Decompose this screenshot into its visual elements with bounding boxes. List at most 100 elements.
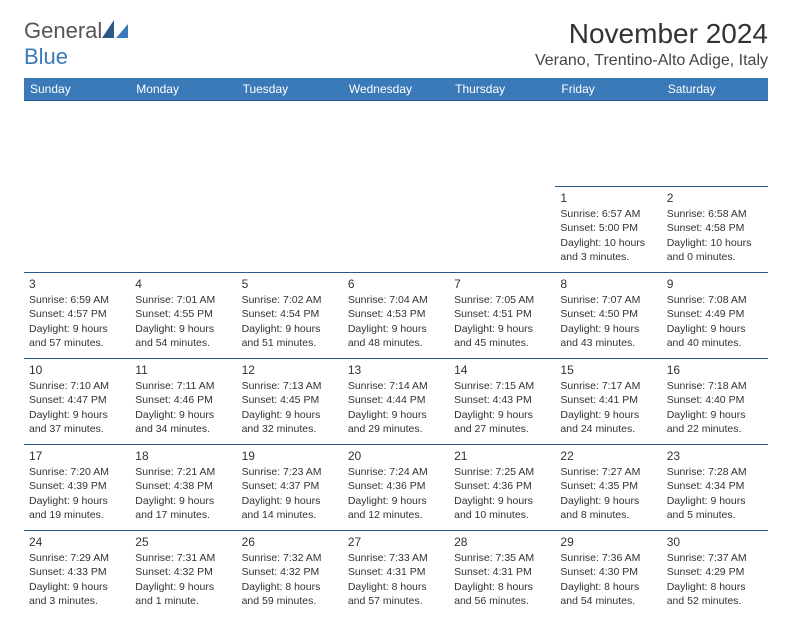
sunrise-text: Sunrise: 7:17 AM	[560, 379, 656, 393]
day-number: 15	[560, 362, 656, 378]
sunset-text: Sunset: 4:31 PM	[454, 565, 550, 579]
day-number: 11	[135, 362, 231, 378]
sunset-text: Sunset: 4:30 PM	[560, 565, 656, 579]
sunrise-text: Sunrise: 7:23 AM	[242, 465, 338, 479]
sunrise-text: Sunrise: 7:18 AM	[667, 379, 763, 393]
calendar-cell: 25Sunrise: 7:31 AMSunset: 4:32 PMDayligh…	[130, 531, 236, 617]
sunrise-text: Sunrise: 7:15 AM	[454, 379, 550, 393]
sunset-text: Sunset: 4:37 PM	[242, 479, 338, 493]
calendar-cell: 28Sunrise: 7:35 AMSunset: 4:31 PMDayligh…	[449, 531, 555, 617]
sunrise-text: Sunrise: 7:25 AM	[454, 465, 550, 479]
calendar-row: 24Sunrise: 7:29 AMSunset: 4:33 PMDayligh…	[24, 531, 768, 617]
daylight-text: Daylight: 9 hours and 57 minutes.	[29, 322, 125, 350]
sunset-text: Sunset: 4:51 PM	[454, 307, 550, 321]
sunset-text: Sunset: 4:43 PM	[454, 393, 550, 407]
daylight-text: Daylight: 9 hours and 24 minutes.	[560, 408, 656, 436]
sunrise-text: Sunrise: 7:07 AM	[560, 293, 656, 307]
day-number: 3	[29, 276, 125, 292]
calendar-cell	[24, 187, 130, 273]
sunset-text: Sunset: 5:00 PM	[560, 221, 656, 235]
daylight-text: Daylight: 9 hours and 54 minutes.	[135, 322, 231, 350]
calendar-table: Sunday Monday Tuesday Wednesday Thursday…	[24, 78, 768, 617]
daylight-text: Daylight: 9 hours and 37 minutes.	[29, 408, 125, 436]
day-number: 26	[242, 534, 338, 550]
sunrise-text: Sunrise: 7:13 AM	[242, 379, 338, 393]
sunrise-text: Sunrise: 7:29 AM	[29, 551, 125, 565]
daylight-text: Daylight: 8 hours and 52 minutes.	[667, 580, 763, 608]
brand-logo: General Blue	[24, 18, 128, 70]
location-subtitle: Verano, Trentino-Alto Adige, Italy	[535, 52, 768, 70]
sunrise-text: Sunrise: 7:01 AM	[135, 293, 231, 307]
col-monday: Monday	[130, 78, 236, 101]
calendar-cell: 17Sunrise: 7:20 AMSunset: 4:39 PMDayligh…	[24, 445, 130, 531]
sunrise-text: Sunrise: 7:21 AM	[135, 465, 231, 479]
daylight-text: Daylight: 9 hours and 45 minutes.	[454, 322, 550, 350]
col-tuesday: Tuesday	[237, 78, 343, 101]
daylight-text: Daylight: 9 hours and 32 minutes.	[242, 408, 338, 436]
calendar-cell: 20Sunrise: 7:24 AMSunset: 4:36 PMDayligh…	[343, 445, 449, 531]
daylight-text: Daylight: 9 hours and 17 minutes.	[135, 494, 231, 522]
day-number: 19	[242, 448, 338, 464]
col-wednesday: Wednesday	[343, 78, 449, 101]
daylight-text: Daylight: 9 hours and 22 minutes.	[667, 408, 763, 436]
spacer-row	[24, 101, 768, 187]
sunset-text: Sunset: 4:54 PM	[242, 307, 338, 321]
calendar-cell	[343, 187, 449, 273]
day-number: 21	[454, 448, 550, 464]
sunrise-text: Sunrise: 6:58 AM	[667, 207, 763, 221]
sunrise-text: Sunrise: 7:04 AM	[348, 293, 444, 307]
sunset-text: Sunset: 4:34 PM	[667, 479, 763, 493]
calendar-cell: 1Sunrise: 6:57 AMSunset: 5:00 PMDaylight…	[555, 187, 661, 273]
sunset-text: Sunset: 4:45 PM	[242, 393, 338, 407]
daylight-text: Daylight: 8 hours and 59 minutes.	[242, 580, 338, 608]
day-number: 4	[135, 276, 231, 292]
day-number: 27	[348, 534, 444, 550]
sunrise-text: Sunrise: 7:20 AM	[29, 465, 125, 479]
calendar-cell: 27Sunrise: 7:33 AMSunset: 4:31 PMDayligh…	[343, 531, 449, 617]
sail-icon	[102, 18, 128, 38]
daylight-text: Daylight: 8 hours and 57 minutes.	[348, 580, 444, 608]
sunset-text: Sunset: 4:44 PM	[348, 393, 444, 407]
sunset-text: Sunset: 4:53 PM	[348, 307, 444, 321]
daylight-text: Daylight: 9 hours and 19 minutes.	[29, 494, 125, 522]
calendar-row: 3Sunrise: 6:59 AMSunset: 4:57 PMDaylight…	[24, 273, 768, 359]
calendar-cell: 26Sunrise: 7:32 AMSunset: 4:32 PMDayligh…	[237, 531, 343, 617]
day-number: 7	[454, 276, 550, 292]
sunset-text: Sunset: 4:50 PM	[560, 307, 656, 321]
sunset-text: Sunset: 4:57 PM	[29, 307, 125, 321]
sunrise-text: Sunrise: 7:32 AM	[242, 551, 338, 565]
calendar-cell: 22Sunrise: 7:27 AMSunset: 4:35 PMDayligh…	[555, 445, 661, 531]
daylight-text: Daylight: 9 hours and 48 minutes.	[348, 322, 444, 350]
title-block: November 2024 Verano, Trentino-Alto Adig…	[535, 18, 768, 70]
calendar-cell: 9Sunrise: 7:08 AMSunset: 4:49 PMDaylight…	[662, 273, 768, 359]
calendar-body: 1Sunrise: 6:57 AMSunset: 5:00 PMDaylight…	[24, 187, 768, 617]
calendar-cell: 15Sunrise: 7:17 AMSunset: 4:41 PMDayligh…	[555, 359, 661, 445]
daylight-text: Daylight: 9 hours and 43 minutes.	[560, 322, 656, 350]
sunset-text: Sunset: 4:31 PM	[348, 565, 444, 579]
sunrise-text: Sunrise: 7:33 AM	[348, 551, 444, 565]
sunrise-text: Sunrise: 7:35 AM	[454, 551, 550, 565]
daylight-text: Daylight: 9 hours and 12 minutes.	[348, 494, 444, 522]
sunrise-text: Sunrise: 7:08 AM	[667, 293, 763, 307]
brand-word1: General	[24, 18, 102, 43]
sunset-text: Sunset: 4:36 PM	[454, 479, 550, 493]
daylight-text: Daylight: 9 hours and 14 minutes.	[242, 494, 338, 522]
day-number: 23	[667, 448, 763, 464]
brand-word2: Blue	[24, 44, 68, 69]
calendar-cell: 16Sunrise: 7:18 AMSunset: 4:40 PMDayligh…	[662, 359, 768, 445]
calendar-cell	[130, 187, 236, 273]
calendar-cell: 6Sunrise: 7:04 AMSunset: 4:53 PMDaylight…	[343, 273, 449, 359]
calendar-cell: 4Sunrise: 7:01 AMSunset: 4:55 PMDaylight…	[130, 273, 236, 359]
sunset-text: Sunset: 4:33 PM	[29, 565, 125, 579]
sunrise-text: Sunrise: 6:57 AM	[560, 207, 656, 221]
day-header-row: Sunday Monday Tuesday Wednesday Thursday…	[24, 78, 768, 101]
calendar-cell: 12Sunrise: 7:13 AMSunset: 4:45 PMDayligh…	[237, 359, 343, 445]
daylight-text: Daylight: 9 hours and 34 minutes.	[135, 408, 231, 436]
sunrise-text: Sunrise: 7:02 AM	[242, 293, 338, 307]
day-number: 30	[667, 534, 763, 550]
calendar-cell: 11Sunrise: 7:11 AMSunset: 4:46 PMDayligh…	[130, 359, 236, 445]
daylight-text: Daylight: 8 hours and 56 minutes.	[454, 580, 550, 608]
month-title: November 2024	[535, 18, 768, 50]
calendar-row: 10Sunrise: 7:10 AMSunset: 4:47 PMDayligh…	[24, 359, 768, 445]
calendar-cell: 2Sunrise: 6:58 AMSunset: 4:58 PMDaylight…	[662, 187, 768, 273]
